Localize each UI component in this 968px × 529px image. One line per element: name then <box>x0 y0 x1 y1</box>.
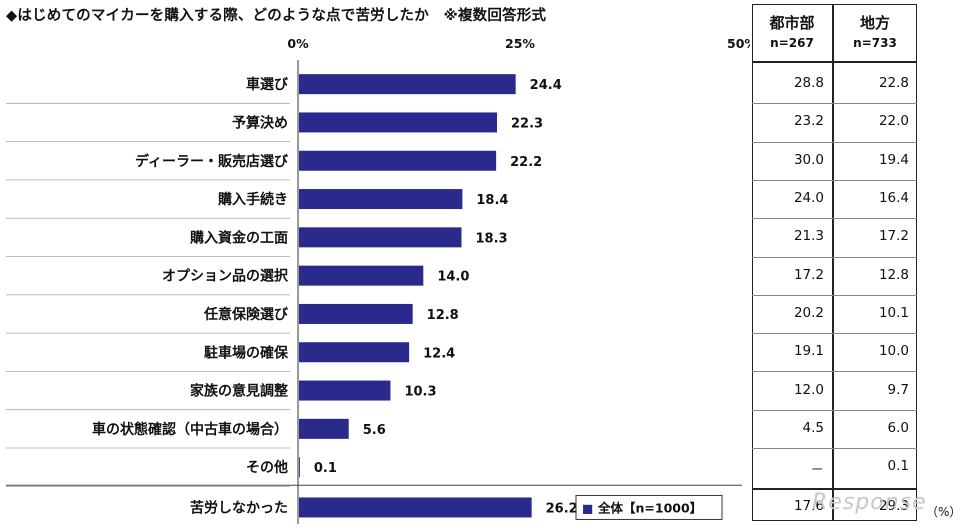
unit-label: （%） <box>926 505 962 519</box>
bar <box>299 497 532 518</box>
bar-chart: 0% 25% 50% 車選び 24.4 予算決め 22.3 ディーラー・販売店選び 22.2 購入… <box>6 36 750 524</box>
x-tick-label: 0% <box>287 36 309 51</box>
data-label: 5.6 <box>363 423 386 438</box>
bar <box>299 112 498 133</box>
x-tick-label: 50% <box>727 36 750 51</box>
data-label: 18.4 <box>476 193 508 208</box>
data-label: 26.2 <box>546 501 578 516</box>
table-row-divider <box>752 488 917 490</box>
data-label: 24.4 <box>530 78 562 93</box>
rural-value-cell: 17.2 <box>878 228 909 245</box>
rural-column-n: n=733 <box>853 36 897 50</box>
category-label: 購入資金の工面 <box>189 229 288 246</box>
table-column-divider <box>832 4 834 521</box>
category-label: ディーラー・販売店選び <box>135 153 289 170</box>
urban-value-cell: 23.2 <box>793 113 824 130</box>
rural-value-cell: 12.8 <box>878 266 909 283</box>
table-row-divider <box>752 294 917 296</box>
category-label: 購入手続き <box>217 191 288 208</box>
urban-value-cell: 17.2 <box>793 266 824 283</box>
watermark-logo: Response <box>812 490 927 515</box>
rural-value-cell: 6.0 <box>887 419 909 436</box>
bar <box>299 189 463 210</box>
legend-marker: ■ <box>582 501 593 515</box>
rural-column-title: 地方 <box>859 14 890 32</box>
comparison-table <box>752 4 917 521</box>
data-label: 22.3 <box>511 116 543 131</box>
urban-value-cell: 20.2 <box>793 304 824 321</box>
urban-value-cell: 19.1 <box>793 343 824 360</box>
urban-value-cell: 28.8 <box>793 75 824 92</box>
urban-column-title: 都市部 <box>769 14 815 32</box>
data-label: 12.8 <box>427 308 459 323</box>
bar <box>299 380 391 401</box>
data-label: 14.0 <box>437 270 469 285</box>
category-label: 家族の意見調整 <box>190 383 289 400</box>
table-row-divider <box>752 333 917 335</box>
urban-value-cell: 12.0 <box>793 381 824 398</box>
x-tick-label: 25% <box>505 36 535 51</box>
category-label: 予算決め <box>232 114 288 131</box>
bar <box>299 457 300 478</box>
rural-value-cell: 9.7 <box>887 381 909 398</box>
rural-value-cell: 22.8 <box>878 75 909 92</box>
urban-value-cell: － <box>810 462 825 479</box>
urban-value-cell: 24.0 <box>793 190 824 207</box>
urban-value-cell: 21.3 <box>793 228 824 245</box>
rural-value-cell: 10.0 <box>878 343 909 360</box>
urban-value-cell: 30.0 <box>793 151 824 168</box>
rural-value-cell: 10.1 <box>878 304 909 321</box>
table-row-divider <box>752 448 917 449</box>
category-label: 任意保険選び <box>203 306 289 323</box>
data-label: 0.1 <box>314 461 337 476</box>
category-label: その他 <box>246 459 288 476</box>
bar <box>299 303 413 324</box>
category-label: 苦労しなかった <box>190 499 288 516</box>
bar <box>299 342 410 363</box>
rural-value-cell: 19.4 <box>878 151 909 168</box>
data-label: 22.2 <box>510 155 542 170</box>
category-label: 駐車場の確保 <box>204 344 289 361</box>
chart-title: ◆はじめてのマイカーを購入する際、どのような点で苦労したか ※複数回答形式 <box>6 8 547 24</box>
table-row-divider <box>752 103 917 105</box>
bar <box>299 227 462 248</box>
rural-value-cell: 0.1 <box>887 458 909 475</box>
table-header-divider <box>752 61 917 63</box>
rural-value-cell: 16.4 <box>878 190 909 207</box>
category-label: 車の状態確認（中古車の場合） <box>92 421 288 438</box>
table-row-divider <box>752 409 917 411</box>
table-row-divider <box>752 218 917 220</box>
table-row-divider <box>752 141 917 143</box>
legend-label: 全体【n=1000】 <box>597 500 702 515</box>
urban-value-cell: 4.5 <box>802 419 824 436</box>
urban-value-cell: 17.6 <box>793 498 824 515</box>
urban-column-n: n=267 <box>770 36 814 50</box>
bar <box>299 418 349 439</box>
rural-value-cell: 29.3 <box>878 498 909 515</box>
bar <box>299 74 516 95</box>
bar <box>299 265 424 286</box>
data-label: 18.3 <box>476 231 508 246</box>
table-header-rural: 地方 n=733 <box>833 8 917 50</box>
data-label: 12.4 <box>423 346 455 361</box>
table-row-divider <box>752 256 917 258</box>
legend-box <box>575 494 723 520</box>
rural-value-cell: 22.0 <box>878 113 909 130</box>
category-label: オプション品の選択 <box>162 268 289 285</box>
table-row-divider <box>752 371 917 373</box>
category-label: 車選び <box>246 76 289 93</box>
table-row-divider <box>752 179 917 181</box>
bar <box>299 150 497 171</box>
data-label: 10.3 <box>404 385 436 400</box>
table-header-urban: 都市部 n=267 <box>752 8 832 50</box>
